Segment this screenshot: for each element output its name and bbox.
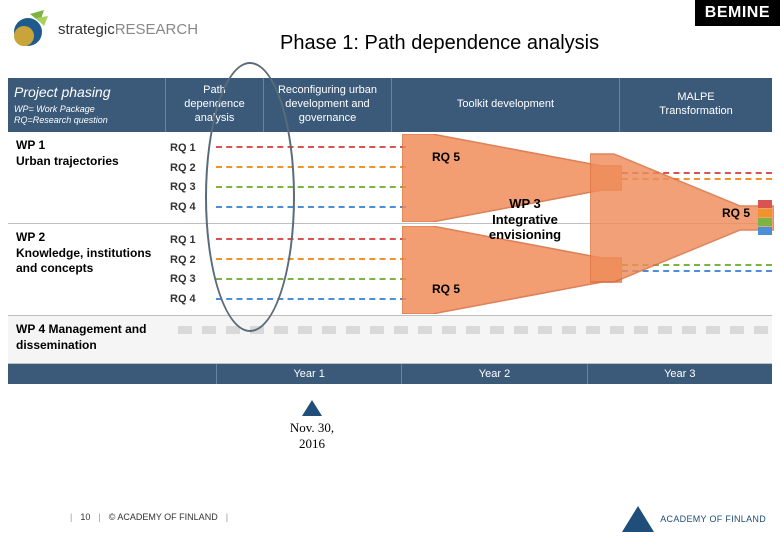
footer-left: | 10 | © ACADEMY OF FINLAND | <box>70 512 228 522</box>
strategic-research-logo: strategicRESEARCH <box>10 8 198 50</box>
bemine-badge: BEMINE <box>695 0 780 26</box>
wp2-line-rq1 <box>216 238 406 241</box>
page-number: 10 <box>80 512 90 522</box>
wp2-line-rq4 <box>216 298 406 301</box>
wp2-rq1: RQ 1 <box>170 234 216 246</box>
wp2-rq5-label: RQ 5 <box>432 282 460 296</box>
sr-logo-mark <box>10 8 52 50</box>
year-3: Year 3 <box>587 364 772 384</box>
wp1-rq-col: RQ 1 RQ 2 RQ 3 RQ 4 <box>166 132 216 223</box>
big-rq5-label: RQ 5 <box>722 206 750 220</box>
wp1-title: WP 1 Urban trajectories <box>8 132 166 223</box>
out-blue <box>758 227 772 235</box>
wp2-title: WP 2 Knowledge, institutions and concept… <box>8 224 166 315</box>
wp1-rq4: RQ 4 <box>170 201 216 213</box>
th-col3: Toolkit development <box>392 78 620 132</box>
th-phasing-title: Project phasing <box>14 84 111 102</box>
th-col4: MALPE Transformation <box>620 78 772 132</box>
sr-text-1: strategic <box>58 21 115 38</box>
date-line1: Nov. 30, <box>282 420 342 436</box>
year-spacer <box>8 364 216 384</box>
sep-icon: | <box>226 512 228 522</box>
wp2-line-rq2 <box>216 258 406 261</box>
footer-copyright: © ACADEMY OF FINLAND <box>109 512 218 522</box>
af-logo-text: ACADEMY OF FINLAND <box>660 514 766 524</box>
wp1-line-rq4 <box>216 206 406 209</box>
af-triangle-icon <box>622 506 654 532</box>
date-marker-icon <box>302 400 322 416</box>
year-2: Year 2 <box>401 364 586 384</box>
th-col2: Reconfiguring urban development and gove… <box>264 78 392 132</box>
wp4-flow <box>166 316 772 363</box>
sep-icon: | <box>98 512 100 522</box>
wp2-rq-col: RQ 1 RQ 2 RQ 3 RQ 4 <box>166 224 216 315</box>
wp1-line-rq3 <box>216 186 406 189</box>
wp1-rq2: RQ 2 <box>170 162 216 174</box>
row-wp4: WP 4 Management and dissemination <box>8 316 772 364</box>
wp1-rq1: RQ 1 <box>170 142 216 154</box>
header: strategicRESEARCH Phase 1: Path dependen… <box>0 0 780 58</box>
out-green <box>758 218 772 226</box>
year-1: Year 1 <box>216 364 401 384</box>
out-red <box>758 200 772 208</box>
wp4-dash-bar <box>178 326 770 334</box>
th-sub2: RQ=Research question <box>14 115 108 126</box>
table-header-row: Project phasing WP= Work Package RQ=Rese… <box>8 78 772 132</box>
sr-text-2: RESEARCH <box>115 21 198 38</box>
th-phasing: Project phasing WP= Work Package RQ=Rese… <box>8 78 166 132</box>
th-sub1: WP= Work Package <box>14 104 95 115</box>
out-orange <box>758 209 772 217</box>
wp2-rq4: RQ 4 <box>170 293 216 305</box>
wp2-rq2: RQ 2 <box>170 254 216 266</box>
year-row: Year 1 Year 2 Year 3 <box>8 364 772 384</box>
th-col1: Path dependence analysis <box>166 78 264 132</box>
footer: | 10 | © ACADEMY OF FINLAND | ACADEMY OF… <box>0 492 780 540</box>
wp1-line-rq1 <box>216 146 406 149</box>
phasing-table: Project phasing WP= Work Package RQ=Rese… <box>8 78 772 384</box>
sr-logo-text: strategicRESEARCH <box>58 21 198 38</box>
page-title: Phase 1: Path dependence analysis <box>280 32 599 55</box>
wp2-rq3: RQ 3 <box>170 273 216 285</box>
date-line2: 2016 <box>282 436 342 452</box>
output-stripes <box>758 200 772 235</box>
wp3-label: WP 3 Integrative envisioning <box>470 196 580 243</box>
date-marker-label: Nov. 30, 2016 <box>282 420 342 451</box>
academy-finland-logo: ACADEMY OF FINLAND <box>622 506 766 532</box>
wp1-rq5-label: RQ 5 <box>432 150 460 164</box>
wp1-rq3: RQ 3 <box>170 181 216 193</box>
wp4-title: WP 4 Management and dissemination <box>8 316 166 363</box>
sep-icon: | <box>70 512 72 522</box>
wp1-line-rq2 <box>216 166 406 169</box>
wp2-line-rq3 <box>216 278 406 281</box>
